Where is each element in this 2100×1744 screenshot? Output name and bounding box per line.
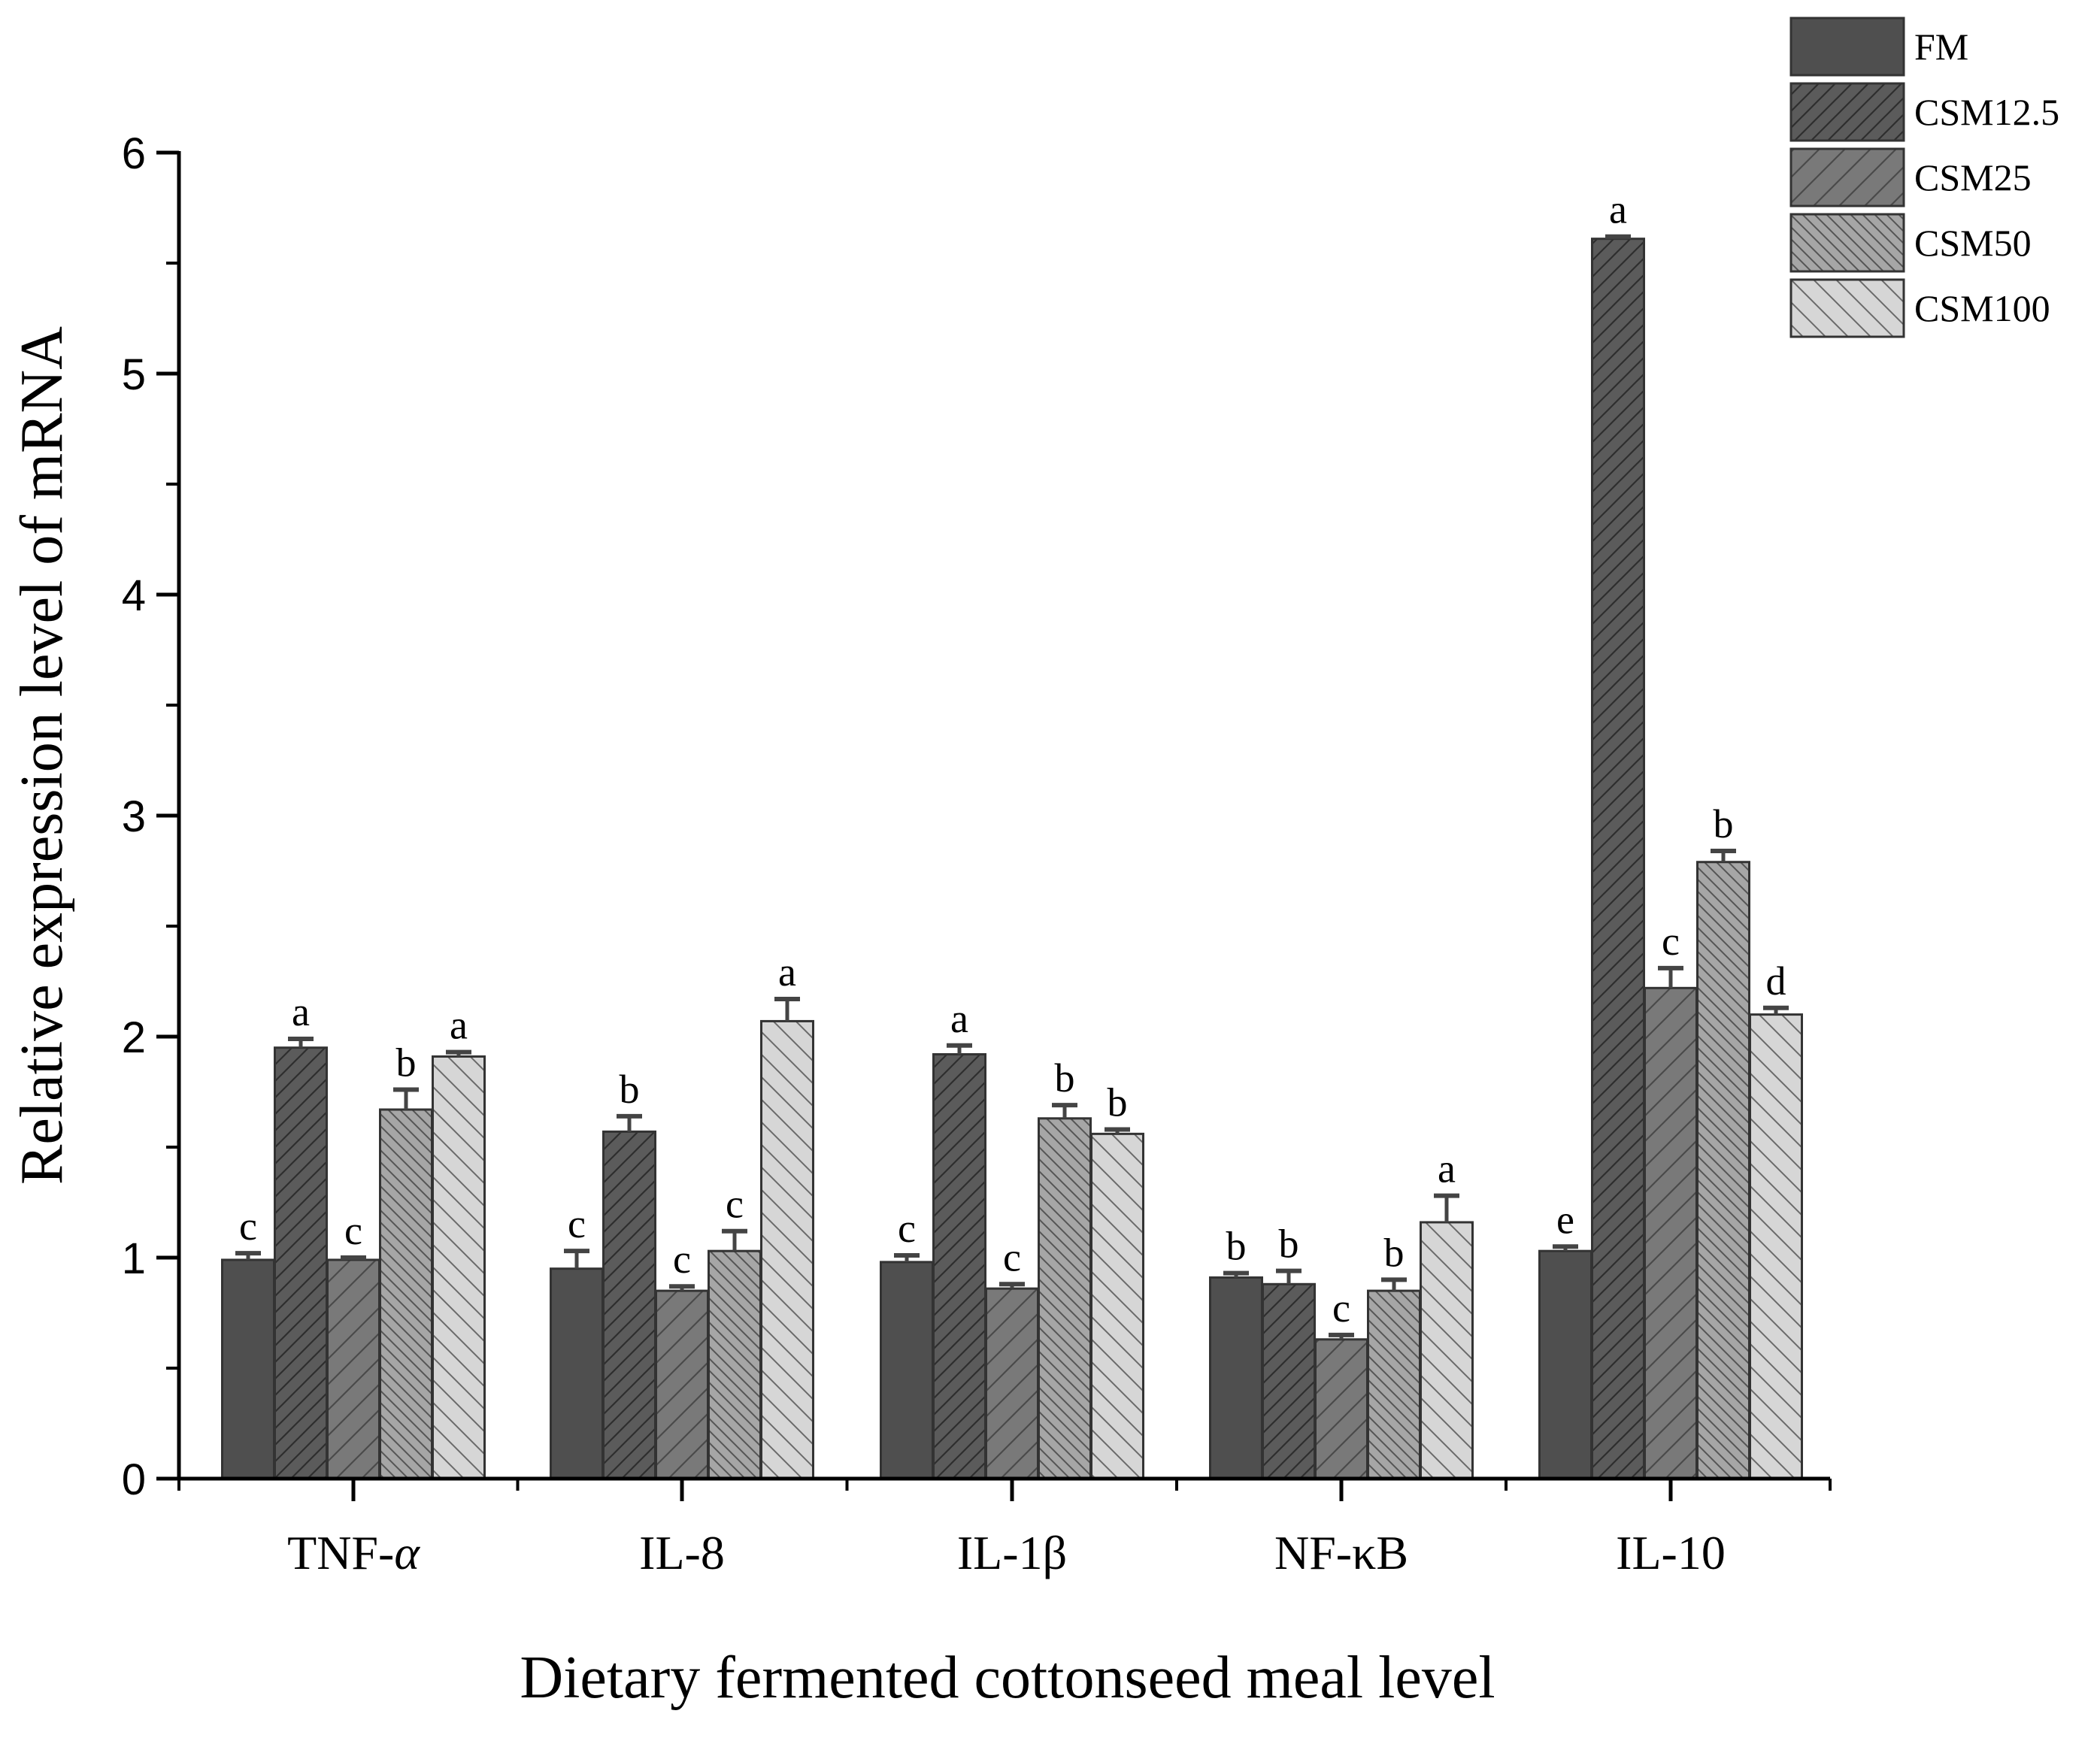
legend-label: CSM50 xyxy=(1914,222,2032,264)
bar-hatch xyxy=(1091,1134,1144,1479)
significance-letter: a xyxy=(950,996,968,1041)
legend-swatch-outline xyxy=(1789,17,1905,77)
significance-letter: c xyxy=(898,1206,916,1251)
legend-swatch-hatch xyxy=(1791,214,1904,271)
legend-swatch-outline xyxy=(1789,147,1905,207)
legend-swatch-hatch xyxy=(1791,280,1904,337)
legend-label: FM xyxy=(1914,26,1968,68)
bar-hatch xyxy=(1750,1014,1802,1479)
y-tick-label: 4 xyxy=(122,571,146,620)
y-tick-label: 6 xyxy=(122,129,146,178)
bar-hatch xyxy=(1262,1284,1315,1479)
x-tick-label: IL-1β xyxy=(957,1526,1067,1579)
significance-letter: b xyxy=(396,1040,417,1085)
significance-letter: b xyxy=(620,1067,640,1112)
significance-letter: a xyxy=(292,989,310,1034)
significance-letter: d xyxy=(1766,958,1786,1004)
x-tick-label: TNF-α xyxy=(287,1526,420,1579)
significance-letter: b xyxy=(1279,1222,1299,1267)
significance-letter: b xyxy=(1714,801,1734,846)
bar-hatch xyxy=(1368,1291,1420,1479)
x-tick-label: NF-κB xyxy=(1274,1526,1408,1579)
bar-hatch xyxy=(986,1288,1038,1479)
bar-hatch xyxy=(603,1131,656,1479)
significance-letter: c xyxy=(726,1182,744,1227)
y-tick-label: 3 xyxy=(122,792,146,841)
bar xyxy=(1210,1277,1262,1479)
x-axis: TNF-α IL-8 IL-1β NF-κB IL-10 xyxy=(177,1476,1832,1579)
significance-letter: c xyxy=(1003,1234,1021,1279)
bar-hatch xyxy=(1592,238,1644,1479)
x-axis-title: Dietary fermented cottonseed meal level xyxy=(520,1645,1495,1711)
legend-label: CSM25 xyxy=(1914,156,2032,198)
significance-letter: a xyxy=(778,949,796,995)
bar xyxy=(880,1261,933,1479)
bar-hatch xyxy=(380,1110,432,1479)
legend-swatch xyxy=(1791,18,1904,75)
y-axis-title: Relative expression level of mRNA xyxy=(9,326,75,1185)
significance-letter: c xyxy=(568,1201,586,1246)
bar-hatch xyxy=(708,1251,761,1479)
x-tick-label: IL-8 xyxy=(639,1526,725,1579)
significance-letter: b xyxy=(1055,1055,1075,1101)
legend-swatch-outline xyxy=(1789,213,1905,273)
bar-hatch xyxy=(1644,988,1697,1479)
legend-swatch-outline xyxy=(1789,82,1905,142)
y-tick-label: 1 xyxy=(122,1234,146,1283)
bar-hatch xyxy=(1315,1339,1368,1479)
significance-letter: e xyxy=(1556,1197,1574,1242)
bar-hatch xyxy=(327,1259,380,1479)
significance-letter: c xyxy=(1662,919,1680,964)
bar-hatch xyxy=(432,1056,485,1479)
significance-letter: b xyxy=(1108,1079,1128,1125)
legend-label: CSM12.5 xyxy=(1914,91,2059,133)
bar xyxy=(550,1268,603,1479)
bar xyxy=(222,1259,274,1479)
significance-letter: a xyxy=(450,1003,468,1048)
significance-letter: a xyxy=(1609,187,1627,232)
significance-letter: c xyxy=(673,1237,691,1282)
significance-letter: b xyxy=(1384,1230,1405,1275)
bar-hatch xyxy=(656,1291,708,1479)
significance-letter: c xyxy=(1332,1285,1350,1331)
bar-hatch xyxy=(1420,1222,1473,1479)
significance-letter: c xyxy=(344,1208,362,1253)
x-tick-label: IL-10 xyxy=(1616,1526,1726,1579)
legend-label: CSM100 xyxy=(1914,287,2050,329)
bar-hatch xyxy=(1038,1118,1091,1479)
y-axis: 0 1 2 3 4 5 6 xyxy=(122,129,181,1504)
bar-hatch xyxy=(761,1021,814,1479)
significance-letter: c xyxy=(239,1204,257,1249)
y-tick-label: 2 xyxy=(122,1013,146,1062)
bar-hatch xyxy=(933,1054,986,1479)
legend-swatch-hatch xyxy=(1791,83,1904,141)
bar-hatch xyxy=(274,1047,327,1479)
y-tick-label: 5 xyxy=(122,350,146,399)
significance-letter: a xyxy=(1438,1146,1456,1191)
bar-hatch xyxy=(1697,861,1750,1479)
bar xyxy=(1539,1251,1592,1479)
y-tick-label: 0 xyxy=(122,1455,146,1504)
legend-swatch-outline xyxy=(1789,278,1905,338)
significance-letter: b xyxy=(1226,1224,1247,1269)
legend-swatch-hatch xyxy=(1791,149,1904,206)
legend: FM CSM12.5 CSM25 CSM50 CSM100 xyxy=(1789,17,2059,338)
